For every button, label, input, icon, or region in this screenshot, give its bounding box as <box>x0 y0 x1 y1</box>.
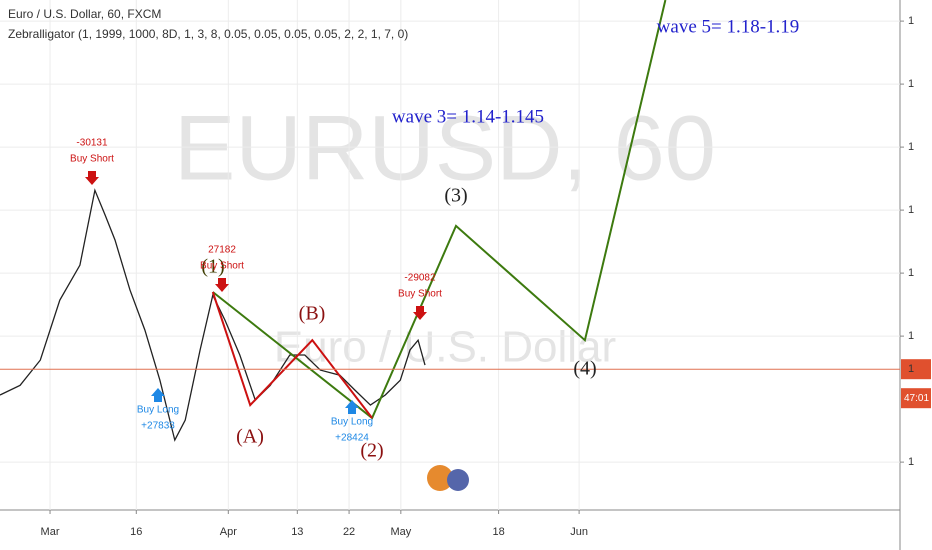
signal-label: Buy Long <box>331 417 373 428</box>
price-tag-label: 1 <box>908 363 914 375</box>
y-tick-label: 1 <box>908 78 914 90</box>
y-tick-label: 1 <box>908 141 914 153</box>
signal-label: Buy Short <box>200 261 244 272</box>
x-tick-label: 18 <box>492 526 504 538</box>
signal-label: Buy Short <box>398 289 442 300</box>
wave-label: (A) <box>236 426 264 448</box>
x-tick-label: Mar <box>41 526 60 538</box>
signal-arrow <box>413 306 427 320</box>
x-tick-label: Apr <box>220 526 237 538</box>
countdown-tag <box>901 388 931 409</box>
signal-label: +28424 <box>335 433 369 444</box>
y-tick-label: 1 <box>908 330 914 342</box>
watermark: EURUSD, 60 <box>174 97 716 199</box>
signal-label: +27833 <box>141 421 175 432</box>
x-tick-label: 22 <box>343 526 355 538</box>
x-tick-label: May <box>390 526 411 538</box>
signal-label: -30131 <box>76 138 108 149</box>
signal-label: Buy Short <box>70 154 114 165</box>
wave-label: (3) <box>444 185 467 207</box>
x-tick-label: 16 <box>130 526 142 538</box>
signal-label: 27182 <box>208 245 236 256</box>
x-tick-label: 13 <box>291 526 303 538</box>
x-tick-label: Jun <box>570 526 588 538</box>
watermark-sub: Euro / U.S. Dollar <box>274 323 616 372</box>
annotation: wave 3= 1.14-1.145 <box>392 106 544 127</box>
wave-label: (4) <box>573 358 596 380</box>
wave-label: (1) <box>201 256 224 278</box>
wave-label: (2) <box>360 440 383 462</box>
y-tick-label: 1 <box>908 204 914 216</box>
price-tag <box>901 359 931 380</box>
header: Euro / U.S. Dollar, 60, FXCM <box>8 7 161 21</box>
signal-arrow <box>85 171 99 185</box>
logo <box>427 465 469 491</box>
y-tick-label: 1 <box>908 456 914 468</box>
signal-label: -29082 <box>404 273 436 284</box>
wave-line <box>211 291 373 419</box>
indicator: Zebralligator (1, 1999, 1000, 8D, 1, 3, … <box>8 27 408 41</box>
signal-label: Buy Long <box>137 405 179 416</box>
signal-arrow <box>345 400 359 414</box>
wave-line <box>212 0 667 420</box>
y-tick-label: 1 <box>908 15 914 27</box>
signal-arrow <box>215 278 229 292</box>
wave-label: (B) <box>299 303 326 325</box>
logo-circle <box>447 469 469 491</box>
countdown: 47:01 <box>904 393 929 404</box>
annotation: wave 5= 1.18-1.19 <box>657 16 800 37</box>
signal-arrow <box>151 388 165 402</box>
y-tick-label: 1 <box>908 267 914 279</box>
logo-circle <box>427 465 453 491</box>
plot <box>0 0 900 510</box>
